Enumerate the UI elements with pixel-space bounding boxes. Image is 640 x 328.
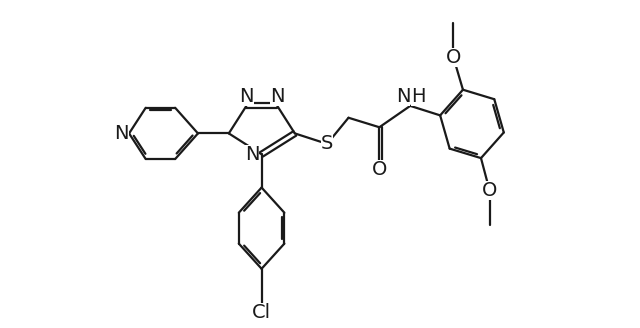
Text: N: N xyxy=(396,87,410,106)
Text: N: N xyxy=(239,87,253,106)
Text: O: O xyxy=(482,181,497,200)
Text: S: S xyxy=(321,134,333,154)
Text: H: H xyxy=(411,87,426,106)
Text: O: O xyxy=(446,48,461,67)
Text: N: N xyxy=(244,145,259,164)
Text: N: N xyxy=(115,124,129,143)
Text: Cl: Cl xyxy=(252,303,271,322)
Text: O: O xyxy=(372,160,387,179)
Text: N: N xyxy=(270,87,285,106)
